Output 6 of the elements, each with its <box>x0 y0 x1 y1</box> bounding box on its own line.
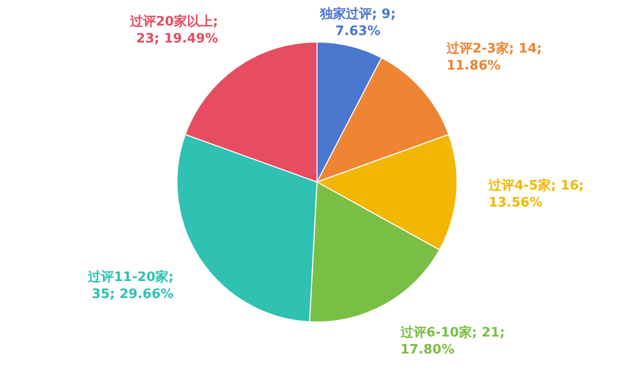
slice-label: 过评2-3家; 14; 11.86% <box>445 40 542 74</box>
slice-label: 过评4-5家; 16; 13.56% <box>487 178 584 211</box>
slice-label: 独家过评; 9; 7.63% <box>318 6 396 39</box>
slice-label: 过评20家以上; 23; 19.49% <box>128 13 218 46</box>
slice-label: 过评6-10家; 21; 17.80% <box>399 324 505 358</box>
slice-label: 过评11-20家; 35; 29.66% <box>86 269 174 302</box>
